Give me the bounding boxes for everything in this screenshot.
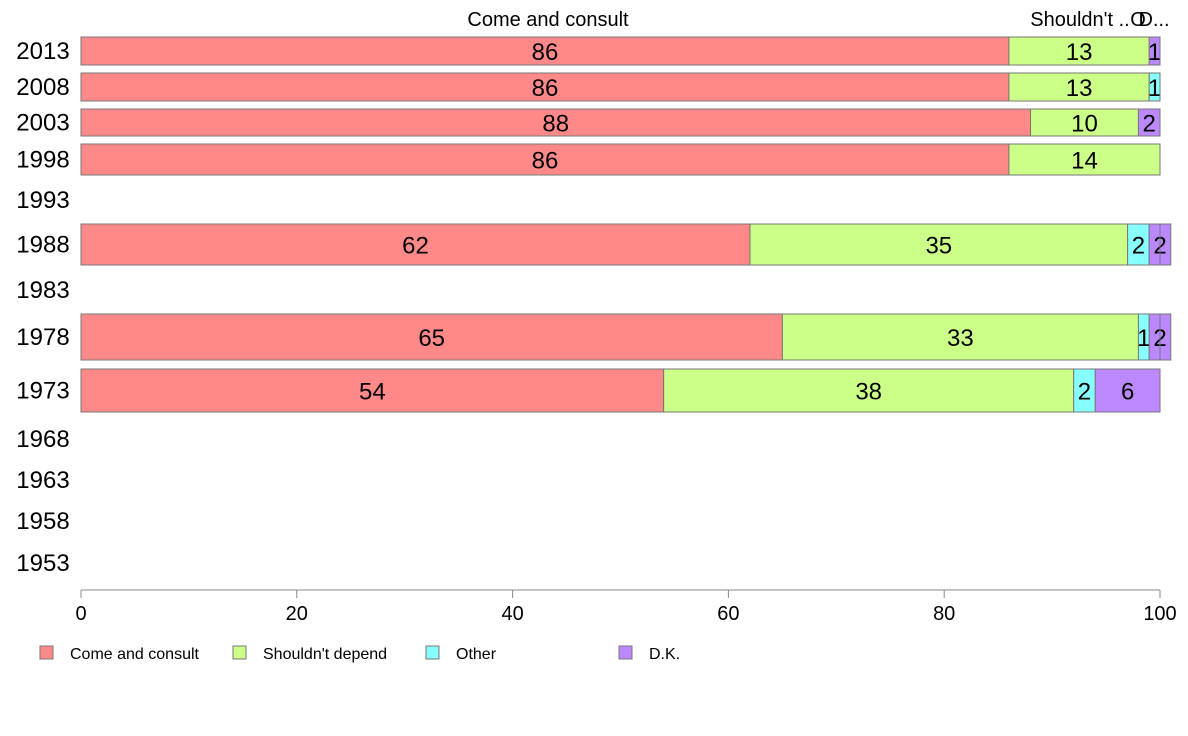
x-tick-label-80: 80 bbox=[933, 603, 955, 625]
legend-label-3: D.K. bbox=[649, 646, 680, 663]
legend-label-1: Shouldn't depend bbox=[263, 646, 387, 663]
data-label-1988-2: 2 bbox=[1132, 233, 1145, 260]
y-tick-label-1998: 1998 bbox=[16, 147, 69, 174]
data-label-1988-0: 62 bbox=[402, 233, 429, 260]
legend-swatch-0 bbox=[39, 645, 54, 660]
bar-segment-2003-come-and-consult bbox=[80, 108, 1032, 137]
bar-segment-2013-shouldn-t-depend bbox=[1008, 36, 1150, 66]
data-label-2008-0: 86 bbox=[532, 75, 559, 102]
data-label-2013-0: 86 bbox=[532, 39, 559, 66]
data-label-1988-1: 35 bbox=[925, 233, 952, 260]
top-label-dk: D... bbox=[1138, 9, 1169, 31]
legend-swatch-2 bbox=[425, 645, 440, 660]
bar-segment-2008-shouldn-t-depend bbox=[1008, 72, 1150, 102]
bar-segment-1988-shouldn-t-depend bbox=[749, 223, 1129, 266]
x-tick-label-20: 20 bbox=[286, 603, 308, 625]
data-label-1973-0: 54 bbox=[359, 379, 386, 406]
data-label-2008-2: 1 bbox=[1148, 75, 1161, 102]
y-tick-label-1968: 1968 bbox=[16, 426, 69, 453]
y-axis-labels: 2013 2008 2003 1998 1993 1988 1983 1978 1973 1968… bbox=[16, 38, 69, 577]
top-labels: Come and consult Shouldn't .. O D... bbox=[467, 9, 1169, 31]
y-tick-label-1973: 1973 bbox=[16, 378, 69, 405]
bar-segment-1973-d-k- bbox=[1094, 368, 1161, 413]
data-label-2003-0: 88 bbox=[542, 111, 569, 138]
y-tick-label-2013: 2013 bbox=[16, 38, 69, 65]
y-tick-label-1953: 1953 bbox=[16, 550, 69, 577]
bar-segment-1973-shouldn-t-depend bbox=[663, 368, 1075, 413]
data-label-1973-2: 2 bbox=[1078, 379, 1091, 406]
bar-segment-1978-come-and-consult bbox=[80, 313, 783, 361]
data-label-1973-3: 6 bbox=[1121, 379, 1134, 406]
y-tick-label-2003: 2003 bbox=[16, 110, 69, 137]
data-label-2013-1: 13 bbox=[1066, 39, 1093, 66]
legend-swatch-3 bbox=[618, 645, 633, 660]
top-label-come-and-consult: Come and consult bbox=[467, 9, 629, 31]
data-label-2003-1: 10 bbox=[1071, 111, 1098, 138]
x-tick-label-0: 0 bbox=[75, 603, 86, 625]
top-label-shouldnt-depend: Shouldn't .. bbox=[1030, 9, 1129, 31]
legend-label-2: Other bbox=[456, 646, 497, 663]
y-tick-label-1958: 1958 bbox=[16, 508, 69, 535]
legend-swatch-1 bbox=[232, 645, 247, 660]
bar-segment-1978-shouldn-t-depend bbox=[781, 313, 1139, 361]
x-tick-label-40: 40 bbox=[501, 603, 523, 625]
data-label-1978-0: 65 bbox=[418, 325, 445, 352]
data-label-1973-1: 38 bbox=[855, 379, 882, 406]
bar-segment-1988-come-and-consult bbox=[80, 223, 751, 266]
data-label-1978-2: 1 bbox=[1137, 325, 1150, 352]
y-tick-label-1978: 1978 bbox=[16, 324, 69, 351]
data-label-1998-0: 86 bbox=[532, 148, 559, 175]
top-label-other: O bbox=[1130, 9, 1146, 31]
bar-segment-1998-come-and-consult bbox=[80, 143, 1010, 176]
y-tick-label-1993: 1993 bbox=[16, 187, 69, 214]
data-label-1978-1: 33 bbox=[947, 325, 974, 352]
y-tick-label-2008: 2008 bbox=[16, 74, 69, 101]
x-tick-label-100: 100 bbox=[1143, 603, 1176, 625]
data-label-1998-1: 14 bbox=[1071, 148, 1098, 175]
y-tick-label-1988: 1988 bbox=[16, 232, 69, 259]
bar-segment-2003-shouldn-t-depend bbox=[1030, 108, 1139, 137]
legend-label-0: Come and consult bbox=[70, 646, 200, 663]
y-tick-label-1963: 1963 bbox=[16, 467, 69, 494]
data-label-2003-3: 2 bbox=[1143, 111, 1156, 138]
x-tick-label-60: 60 bbox=[717, 603, 739, 625]
data-label-2008-1: 13 bbox=[1066, 75, 1093, 102]
data-label-2013-3: 1 bbox=[1148, 39, 1161, 66]
y-tick-label-1983: 1983 bbox=[16, 277, 69, 304]
legend: Come and consult Shouldn't depend Other D.K… bbox=[39, 645, 680, 663]
x-axis: 0 20 40 60 80 100 bbox=[75, 589, 1177, 625]
